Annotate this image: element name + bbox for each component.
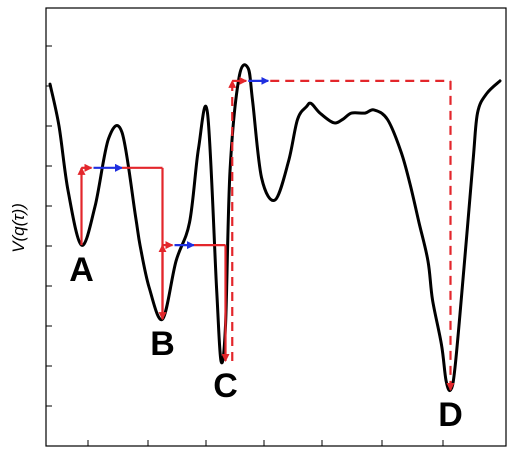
plot-frame [45,7,507,447]
y-axis-label: V(q(τ)) [9,203,28,253]
minimum-label-d: D [438,396,463,434]
axis-ticks [46,45,444,446]
potential-curve [48,63,502,392]
minimum-label-b: B [150,325,175,363]
minima-labels: A BC D [69,251,463,434]
minimum-label-a: A [69,251,94,289]
move-paths [81,76,451,250]
minimum-label-c: C [213,367,238,405]
jump-paths [77,79,455,391]
